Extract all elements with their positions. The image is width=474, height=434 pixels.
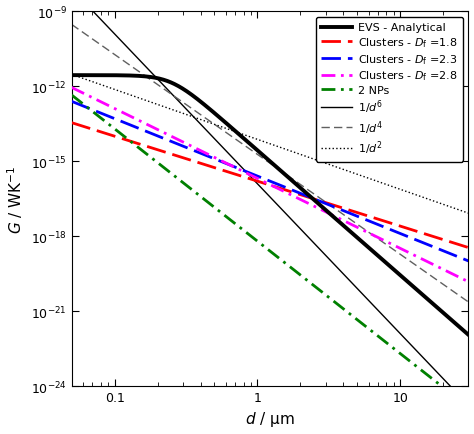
Clusters - $D_{\mathrm{f}}$ =2.3 (465, 259, 471, 264)
Clusters - $D_{\mathrm{f}}$ =2.8 (310, 203, 315, 208)
$1/d^{6}$ (93, 13, 99, 18)
$1/d^{2}$ (93, 81, 99, 86)
$1/d^{2}$ (321, 161, 327, 166)
Clusters - $D_{\mathrm{f}}$ =2.3 (370, 220, 375, 226)
Line: $1/d^{4}$: $1/d^{4}$ (72, 25, 468, 302)
2 NPs (310, 282, 315, 287)
2 NPs (93, 112, 99, 118)
2 NPs (321, 292, 327, 297)
Clusters - $D_{\mathrm{f}}$ =2.8 (370, 233, 375, 238)
Clusters - $D_{\mathrm{f}}$ =2.8 (321, 209, 327, 214)
Clusters - $D_{\mathrm{f}}$ =1.8 (370, 215, 375, 220)
$1/d^{2}$ (310, 157, 315, 162)
Clusters - $D_{\mathrm{f}}$ =1.8 (69, 121, 74, 126)
$1/d^{2}$ (410, 192, 416, 197)
$1/d^{2}$ (69, 72, 74, 78)
Clusters - $D_{\mathrm{f}}$ =2.8 (299, 198, 305, 204)
Clusters - $D_{\mathrm{f}}$ =2.3 (321, 201, 327, 206)
Clusters - $D_{\mathrm{f}}$ =2.3 (310, 196, 315, 201)
$1/d^{4}$ (410, 261, 416, 266)
$1/d^{6}$ (410, 345, 416, 350)
$1/d^{4}$ (321, 199, 327, 204)
EVS - Analytical (299, 187, 305, 193)
Clusters - $D_{\mathrm{f}}$ =2.8 (93, 98, 99, 103)
Line: Clusters - $D_{\mathrm{f}}$ =2.8: Clusters - $D_{\mathrm{f}}$ =2.8 (72, 88, 468, 282)
$1/d^{4}$ (370, 233, 375, 238)
Clusters - $D_{\mathrm{f}}$ =2.8 (410, 253, 416, 258)
Line: Clusters - $D_{\mathrm{f}}$ =2.3: Clusters - $D_{\mathrm{f}}$ =2.3 (72, 102, 468, 261)
2 NPs (299, 274, 305, 279)
Clusters - $D_{\mathrm{f}}$ =2.3 (299, 192, 305, 197)
EVS - Analytical (465, 332, 471, 338)
$1/d^{2}$ (465, 211, 471, 216)
X-axis label: $d$ / μm: $d$ / μm (245, 410, 295, 428)
2 NPs (69, 93, 74, 99)
2 NPs (410, 362, 416, 367)
Clusters - $D_{\mathrm{f}}$ =1.8 (465, 245, 471, 250)
Clusters - $D_{\mathrm{f}}$ =1.8 (321, 200, 327, 205)
Line: $1/d^{6}$: $1/d^{6}$ (72, 0, 468, 405)
Line: $1/d^{2}$: $1/d^{2}$ (72, 75, 468, 214)
$1/d^{6}$ (299, 228, 305, 233)
$1/d^{2}$ (299, 153, 305, 158)
$1/d^{4}$ (310, 191, 315, 196)
EVS - Analytical (410, 284, 416, 289)
Clusters - $D_{\mathrm{f}}$ =2.3 (410, 237, 416, 242)
2 NPs (370, 329, 375, 335)
Clusters - $D_{\mathrm{f}}$ =1.8 (93, 128, 99, 134)
Clusters - $D_{\mathrm{f}}$ =2.8 (69, 85, 74, 91)
$1/d^{6}$ (465, 403, 471, 408)
EVS - Analytical (310, 196, 315, 201)
Clusters - $D_{\mathrm{f}}$ =1.8 (410, 228, 416, 233)
Legend: EVS - Analytical, Clusters - $D_{\mathrm{f}}$ =1.8, Clusters - $D_{\mathrm{f}}$ : EVS - Analytical, Clusters - $D_{\mathrm… (316, 18, 463, 162)
$1/d^{4}$ (465, 300, 471, 305)
$1/d^{6}$ (321, 252, 327, 257)
$1/d^{4}$ (93, 40, 99, 45)
EVS - Analytical (370, 249, 375, 254)
Line: Clusters - $D_{\mathrm{f}}$ =1.8: Clusters - $D_{\mathrm{f}}$ =1.8 (72, 123, 468, 248)
$1/d^{6}$ (370, 302, 375, 307)
EVS - Analytical (321, 207, 327, 212)
EVS - Analytical (69, 73, 74, 79)
Line: 2 NPs: 2 NPs (72, 96, 468, 407)
Clusters - $D_{\mathrm{f}}$ =1.8 (310, 197, 315, 202)
Clusters - $D_{\mathrm{f}}$ =2.8 (465, 279, 471, 285)
2 NPs (465, 404, 471, 410)
$1/d^{2}$ (370, 178, 375, 183)
EVS - Analytical (93, 73, 99, 79)
$1/d^{6}$ (310, 240, 315, 245)
Y-axis label: $G$ / WK$^{-1}$: $G$ / WK$^{-1}$ (6, 165, 25, 233)
Clusters - $D_{\mathrm{f}}$ =2.3 (93, 109, 99, 115)
Clusters - $D_{\mathrm{f}}$ =2.3 (69, 99, 74, 105)
$1/d^{4}$ (299, 184, 305, 189)
Clusters - $D_{\mathrm{f}}$ =1.8 (299, 193, 305, 198)
Line: EVS - Analytical: EVS - Analytical (72, 76, 468, 335)
$1/d^{4}$ (69, 23, 74, 28)
